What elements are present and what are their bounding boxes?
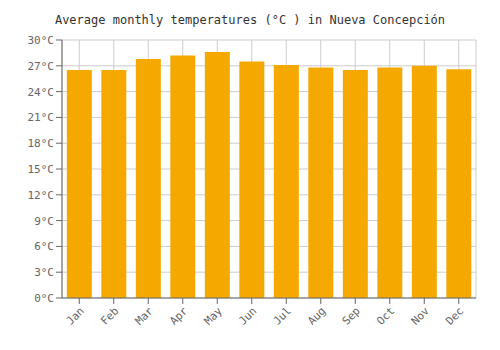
- svg-text:24°C: 24°C: [28, 86, 55, 99]
- svg-text:Jan: Jan: [64, 304, 87, 327]
- svg-text:Jun: Jun: [236, 304, 259, 327]
- svg-text:Dec: Dec: [443, 304, 466, 327]
- svg-text:15°C: 15°C: [28, 163, 55, 176]
- html-text:Average monthly temperatures (: Average monthly temperatures (°C ) in Nu…: [54, 13, 446, 27]
- svg-text:May: May: [202, 304, 226, 328]
- svg-text:12°C: 12°C: [28, 189, 55, 202]
- svg-text:Aug: Aug: [305, 304, 328, 327]
- svg-text:30°C: 30°C: [28, 34, 55, 47]
- svg-text:Apr: Apr: [167, 304, 191, 328]
- svg-text:Feb: Feb: [98, 304, 121, 327]
- svg-text:Oct: Oct: [374, 304, 397, 327]
- svg-text:6°C: 6°C: [34, 240, 54, 253]
- svg-text:Sep: Sep: [340, 304, 363, 327]
- svg-text:Jul: Jul: [271, 304, 294, 327]
- svg-text:27°C: 27°C: [28, 60, 55, 73]
- svg-text:Mar: Mar: [133, 304, 157, 328]
- svg-text:18°C: 18°C: [28, 137, 55, 150]
- svg-text:0°C: 0°C: [34, 292, 54, 305]
- svg-text:Nov: Nov: [409, 304, 433, 328]
- svg-text:21°C: 21°C: [28, 111, 55, 124]
- svg-text:9°C: 9°C: [34, 215, 54, 228]
- svg-text:3°C: 3°C: [34, 266, 54, 279]
